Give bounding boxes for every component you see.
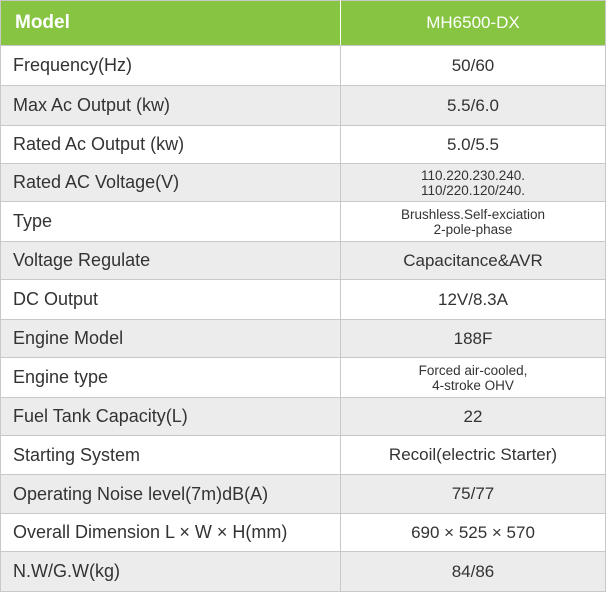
spec-value-line: 5.5/6.0 bbox=[447, 95, 499, 115]
spec-label: Fuel Tank Capacity(L) bbox=[0, 397, 341, 436]
spec-value-line: 84/86 bbox=[451, 561, 495, 581]
spec-value: 188F bbox=[340, 319, 606, 358]
spec-label: Rated AC Voltage(V) bbox=[0, 163, 341, 202]
spec-row: Starting System Recoil(electric Starter) bbox=[0, 435, 606, 475]
spec-label: Voltage Regulate bbox=[0, 241, 341, 280]
header-label: Model bbox=[0, 0, 341, 46]
spec-label: Rated Ac Output (kw) bbox=[0, 125, 341, 164]
spec-value: Recoil(electric Starter) bbox=[340, 435, 606, 475]
spec-value: 75/77 bbox=[340, 474, 606, 514]
spec-value-line: Recoil(electric Starter) bbox=[388, 445, 558, 464]
spec-value: Brushless.Self-exciation 2-pole-phase bbox=[340, 201, 606, 242]
spec-label: Engine Model bbox=[0, 319, 341, 358]
spec-label: Type bbox=[0, 201, 341, 242]
spec-value-line: 4-stroke OHV bbox=[432, 377, 514, 393]
spec-value: 22 bbox=[340, 397, 606, 436]
header-model-value: MH6500-DX bbox=[340, 0, 606, 46]
spec-row: Fuel Tank Capacity(L) 22 bbox=[0, 397, 606, 436]
header-row: Model MH6500-DX bbox=[0, 0, 606, 46]
spec-table-header: Model MH6500-DX bbox=[0, 0, 606, 46]
spec-value: 5.5/6.0 bbox=[340, 85, 606, 126]
spec-value: 110.220.230.240. 110/220.120/240. bbox=[340, 163, 606, 202]
spec-row: Type Brushless.Self-exciation 2-pole-phase bbox=[0, 201, 606, 242]
spec-label: N.W/G.W(kg) bbox=[0, 551, 341, 592]
spec-value-line: 22 bbox=[463, 406, 483, 426]
spec-table-body: Frequency(Hz) 50/60 Max Ac Output (kw) 5.5/… bbox=[0, 45, 606, 592]
spec-value-line: 50/60 bbox=[451, 55, 495, 75]
spec-label: Operating Noise level(7m)dB(A) bbox=[0, 474, 341, 514]
spec-row: Engine Model 188F bbox=[0, 319, 606, 358]
spec-row: Max Ac Output (kw) 5.5/6.0 bbox=[0, 85, 606, 126]
spec-value: 12V/8.3A bbox=[340, 279, 606, 320]
spec-value-line: 2-pole-phase bbox=[433, 221, 513, 237]
spec-value-line: 110/220.120/240. bbox=[420, 182, 526, 198]
spec-value: 690 × 525 × 570 bbox=[340, 513, 606, 552]
spec-value-line: 110.220.230.240. bbox=[420, 167, 526, 183]
spec-value-line: Capacitance&AVR bbox=[403, 250, 543, 270]
spec-value: 50/60 bbox=[340, 45, 606, 86]
spec-value-line: Brushless.Self-exciation bbox=[400, 206, 546, 222]
spec-row: Rated AC Voltage(V) 110.220.230.240. 110/2… bbox=[0, 163, 606, 202]
spec-row: Voltage Regulate Capacitance&AVR bbox=[0, 241, 606, 280]
spec-row: Rated Ac Output (kw) 5.0/5.5 bbox=[0, 125, 606, 164]
spec-value: Forced air-cooled, 4-stroke OHV bbox=[340, 357, 606, 398]
spec-value: Capacitance&AVR bbox=[340, 241, 606, 280]
spec-row: Overall Dimension L × W × H(mm) 690 × 525… bbox=[0, 513, 606, 552]
spec-value-line: 75/77 bbox=[451, 484, 495, 503]
spec-label: Max Ac Output (kw) bbox=[0, 85, 341, 126]
spec-row: Operating Noise level(7m)dB(A) 75/77 bbox=[0, 474, 606, 514]
spec-label: Frequency(Hz) bbox=[0, 45, 341, 86]
spec-value-line: 12V/8.3A bbox=[438, 289, 508, 309]
spec-row: Engine type Forced air-cooled, 4-stroke OH… bbox=[0, 357, 606, 398]
spec-value-line: Forced air-cooled, bbox=[418, 362, 528, 378]
spec-value: 5.0/5.5 bbox=[340, 125, 606, 164]
spec-value-line: 690 × 525 × 570 bbox=[411, 522, 535, 542]
spec-value: 84/86 bbox=[340, 551, 606, 592]
spec-label: Engine type bbox=[0, 357, 341, 398]
spec-row: N.W/G.W(kg) 84/86 bbox=[0, 551, 606, 592]
spec-value-line: 5.0/5.5 bbox=[447, 134, 499, 154]
spec-row: Frequency(Hz) 50/60 bbox=[0, 45, 606, 86]
spec-label: Starting System bbox=[0, 435, 341, 475]
spec-label: DC Output bbox=[0, 279, 341, 320]
spec-row: DC Output 12V/8.3A bbox=[0, 279, 606, 320]
spec-value-line: 188F bbox=[453, 328, 493, 348]
spec-label: Overall Dimension L × W × H(mm) bbox=[0, 513, 341, 552]
